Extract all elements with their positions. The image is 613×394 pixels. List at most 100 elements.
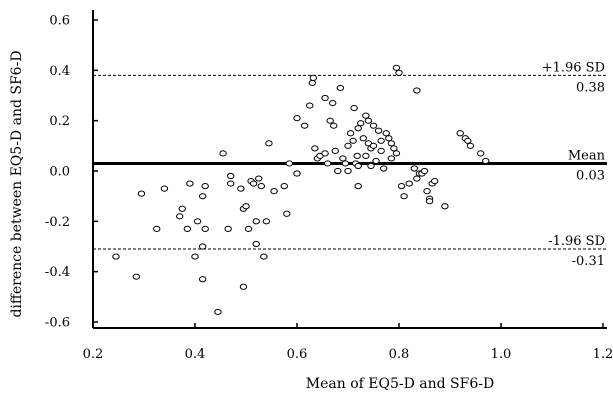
data-point <box>300 122 309 129</box>
data-point <box>413 87 421 94</box>
data-point <box>178 205 186 212</box>
data-point <box>372 157 380 165</box>
data-point <box>323 160 332 167</box>
data-point <box>392 150 401 157</box>
x-axis-title: Mean of EQ5-D and SF6-D <box>306 376 494 392</box>
data-point <box>466 142 475 149</box>
data-point <box>255 175 263 182</box>
ref-line-value: -0.31 <box>572 254 605 269</box>
y-tick-label: 0.6 <box>49 14 70 29</box>
data-point <box>359 135 367 142</box>
data-point <box>201 225 209 232</box>
data-point <box>362 152 370 159</box>
data-point <box>321 94 329 102</box>
data-point <box>252 218 260 225</box>
data-point <box>244 225 253 232</box>
data-point <box>354 162 362 170</box>
x-tick-label: 1.2 <box>593 347 613 362</box>
data-point <box>464 137 472 144</box>
data-point <box>237 185 245 192</box>
data-point <box>382 130 390 137</box>
data-point <box>420 167 429 175</box>
data-point <box>425 198 434 205</box>
ref-line-name: Mean <box>568 148 606 163</box>
y-tick-label: 0.4 <box>49 64 70 79</box>
data-point <box>227 172 235 180</box>
data-point <box>311 145 319 152</box>
data-point <box>395 69 403 76</box>
x-tick-label: 0.2 <box>83 347 104 362</box>
data-point <box>252 240 260 248</box>
data-point <box>431 177 439 185</box>
data-point <box>227 180 235 187</box>
data-point <box>476 150 485 157</box>
data-point <box>341 160 350 167</box>
ref-line-name: -1.96 SD <box>548 234 605 249</box>
data-point <box>198 243 207 250</box>
data-point <box>293 115 301 122</box>
ref-line-value: 0.03 <box>576 168 605 183</box>
data-point <box>385 135 393 142</box>
data-point <box>270 188 278 195</box>
data-point <box>334 167 342 175</box>
data-point <box>193 218 202 225</box>
y-axis-title: difference between EQ5-D and SF6-D <box>9 50 25 317</box>
data-point <box>349 137 357 144</box>
y-tick-label: -0.6 <box>45 316 70 331</box>
y-tick-label: 0.0 <box>49 165 70 180</box>
data-point <box>153 225 161 232</box>
data-point <box>346 130 355 137</box>
axes <box>92 10 607 329</box>
data-point <box>350 104 358 112</box>
data-point <box>249 180 258 187</box>
data-point <box>329 99 337 107</box>
data-point <box>280 183 288 190</box>
data-point <box>390 145 398 152</box>
data-point <box>377 137 385 144</box>
data-point <box>198 276 207 283</box>
data-point <box>285 160 294 167</box>
ref-line-value: 0.38 <box>576 80 605 95</box>
data-point <box>410 165 418 172</box>
data-point <box>339 155 347 162</box>
data-point <box>344 142 352 149</box>
data-point <box>353 152 361 159</box>
y-tick-label: 0.2 <box>49 114 70 129</box>
data-point <box>183 225 192 232</box>
data-point <box>354 183 362 190</box>
data-point <box>369 122 378 129</box>
data-point <box>392 64 401 71</box>
data-point <box>357 120 365 127</box>
data-point <box>283 210 291 217</box>
data-point <box>364 117 373 124</box>
data-point <box>309 74 318 81</box>
data-point <box>224 225 232 232</box>
data-point <box>198 193 207 200</box>
data-point <box>397 183 406 190</box>
data-point <box>367 162 375 170</box>
data-point <box>257 183 265 190</box>
data-point <box>214 308 222 316</box>
data-point <box>293 170 301 177</box>
data-point <box>387 140 396 147</box>
data-point <box>423 188 431 195</box>
data-point <box>160 185 169 192</box>
data-point <box>441 203 449 210</box>
data-point <box>354 125 362 132</box>
data-point <box>308 79 316 87</box>
data-point <box>456 130 464 137</box>
data-point <box>400 193 408 200</box>
data-point <box>137 190 146 197</box>
data-point <box>191 253 199 260</box>
data-point <box>387 155 396 162</box>
data-point <box>326 117 334 124</box>
data-point <box>201 183 209 190</box>
data-point <box>132 273 141 280</box>
ref-line-name: +1.96 SD <box>542 60 605 75</box>
data-point <box>413 175 421 182</box>
data-point <box>306 102 314 109</box>
y-ticks: -0.6 -0.4 -0.2 0.0 0.2 0.4 0.6 <box>45 14 98 331</box>
x-tick-label: 1.0 <box>491 347 512 362</box>
x-ticks: 0.2 0.4 0.6 0.8 1.0 1.2 <box>83 323 613 362</box>
